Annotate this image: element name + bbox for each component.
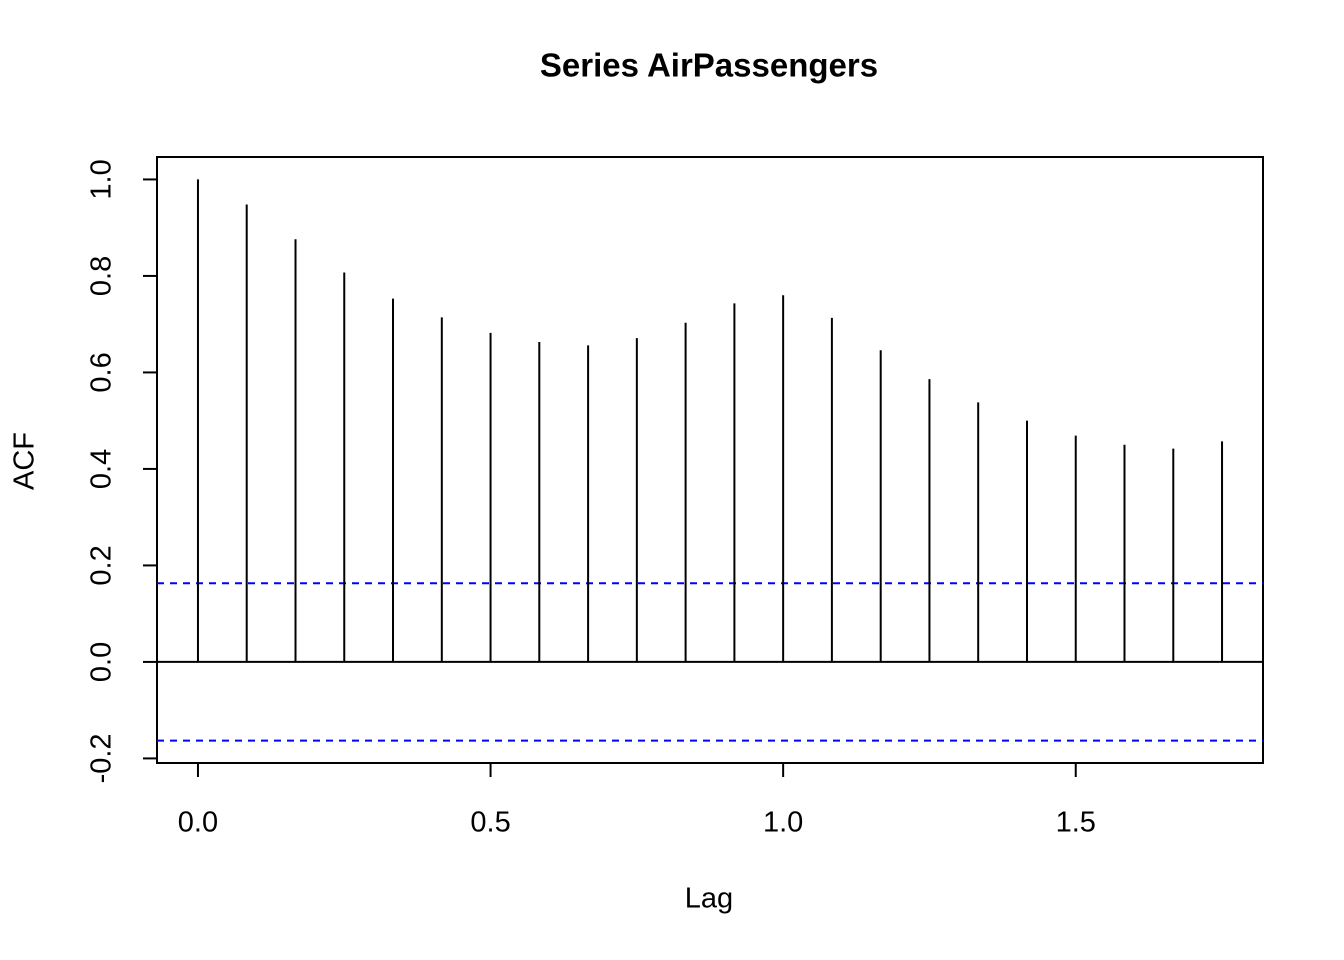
y-tick-label: -0.2 xyxy=(86,733,118,783)
x-tick-label: 1.5 xyxy=(1056,807,1096,839)
chart-title: Series AirPassengers xyxy=(540,47,878,84)
x-axis-label: Lag xyxy=(685,883,733,915)
x-tick-label: 0.5 xyxy=(470,807,510,839)
y-tick-label: 0.0 xyxy=(86,642,118,682)
y-tick-label: 0.2 xyxy=(86,545,118,585)
y-tick-label: 1.0 xyxy=(86,159,118,199)
plot-frame xyxy=(156,156,1264,764)
y-tick-label: 0.6 xyxy=(86,352,118,392)
x-tick-label: 0.0 xyxy=(178,807,218,839)
y-tick-label: 0.4 xyxy=(86,449,118,489)
y-tick-label: 0.8 xyxy=(86,256,118,296)
x-tick-label: 1.0 xyxy=(763,807,803,839)
y-axis-label: ACF xyxy=(9,432,41,490)
